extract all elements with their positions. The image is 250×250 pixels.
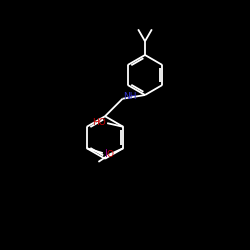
- Text: O: O: [106, 150, 113, 159]
- Text: NH: NH: [123, 92, 137, 102]
- Text: HO: HO: [92, 118, 106, 127]
- Text: I: I: [105, 149, 108, 160]
